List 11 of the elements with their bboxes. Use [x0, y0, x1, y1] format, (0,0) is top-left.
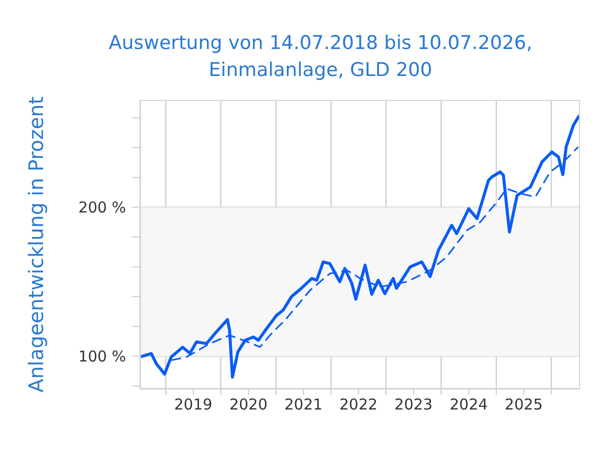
- x-tick-label: 2022: [339, 396, 378, 414]
- y-axis-title: Anlageentwicklung in Prozent: [24, 96, 48, 393]
- x-tick-label: 2020: [229, 396, 268, 414]
- x-tick-label: 2021: [284, 396, 323, 414]
- y-tick-label: 200 %: [78, 198, 126, 217]
- y-tick-label: 100 %: [78, 348, 126, 366]
- chart-title: Auswertung von 14.07.2018 bis 10.07.2026, Einmalanlage, GLD 200: [108, 31, 534, 83]
- x-tick-label: 2024: [450, 396, 488, 414]
- x-tick-label: 2023: [394, 396, 433, 414]
- x-tick-label: 2019: [174, 396, 212, 414]
- x-tick-label: 2025: [504, 396, 543, 414]
